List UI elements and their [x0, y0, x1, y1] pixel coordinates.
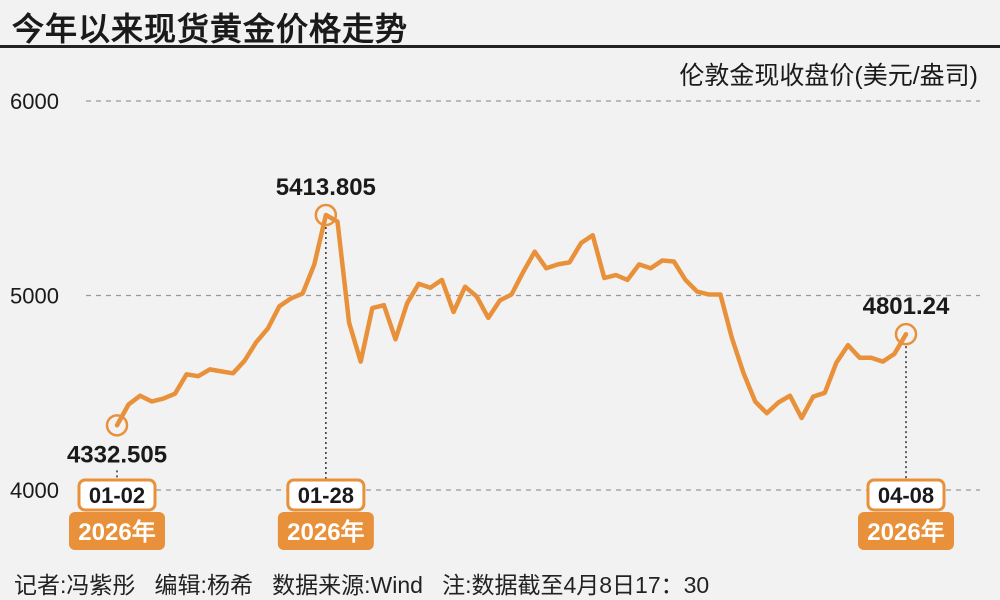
- date-badge-label-2: 04-08: [878, 483, 934, 508]
- year-badge-2: [858, 512, 954, 550]
- year-badge-label-0: 2026年: [78, 518, 155, 546]
- date-badge-label-1: 01-28: [298, 483, 354, 508]
- y-axis-unit-label: 伦敦金现收盘价(美元/盎司): [679, 62, 978, 90]
- y-tick-label-5000: 5000: [10, 284, 59, 309]
- highlight-point-marker-1: [314, 203, 338, 227]
- value-label-0: 4332.505: [67, 441, 167, 468]
- highlight-point-marker-0: [105, 414, 129, 437]
- chart-title: 今年以来现货黄金价格走势: [12, 11, 409, 47]
- year-badge-1: [277, 512, 374, 550]
- value-label-2: 4801.24: [863, 293, 950, 320]
- year-badge-0: [69, 512, 165, 550]
- value-label-1: 5413.805: [276, 174, 376, 201]
- year-badge-label-1: 2026年: [287, 518, 364, 546]
- year-badge-label-2: 2026年: [867, 518, 944, 546]
- price-series-line: [114, 212, 909, 428]
- y-tick-label-4000: 4000: [10, 478, 59, 503]
- title-divider: [0, 45, 1000, 48]
- y-tick-label-6000: 6000: [10, 89, 59, 114]
- highlight-point-marker-2: [894, 322, 918, 346]
- footer-credits: 记者:冯紫彤 编辑:杨希 数据来源:Wind 注:数据截至4月8日17：30: [14, 572, 710, 598]
- date-badge-0: [77, 478, 157, 512]
- date-badge-label-0: 01-02: [89, 483, 145, 508]
- date-badge-2: [866, 478, 946, 512]
- date-badge-1: [286, 478, 366, 512]
